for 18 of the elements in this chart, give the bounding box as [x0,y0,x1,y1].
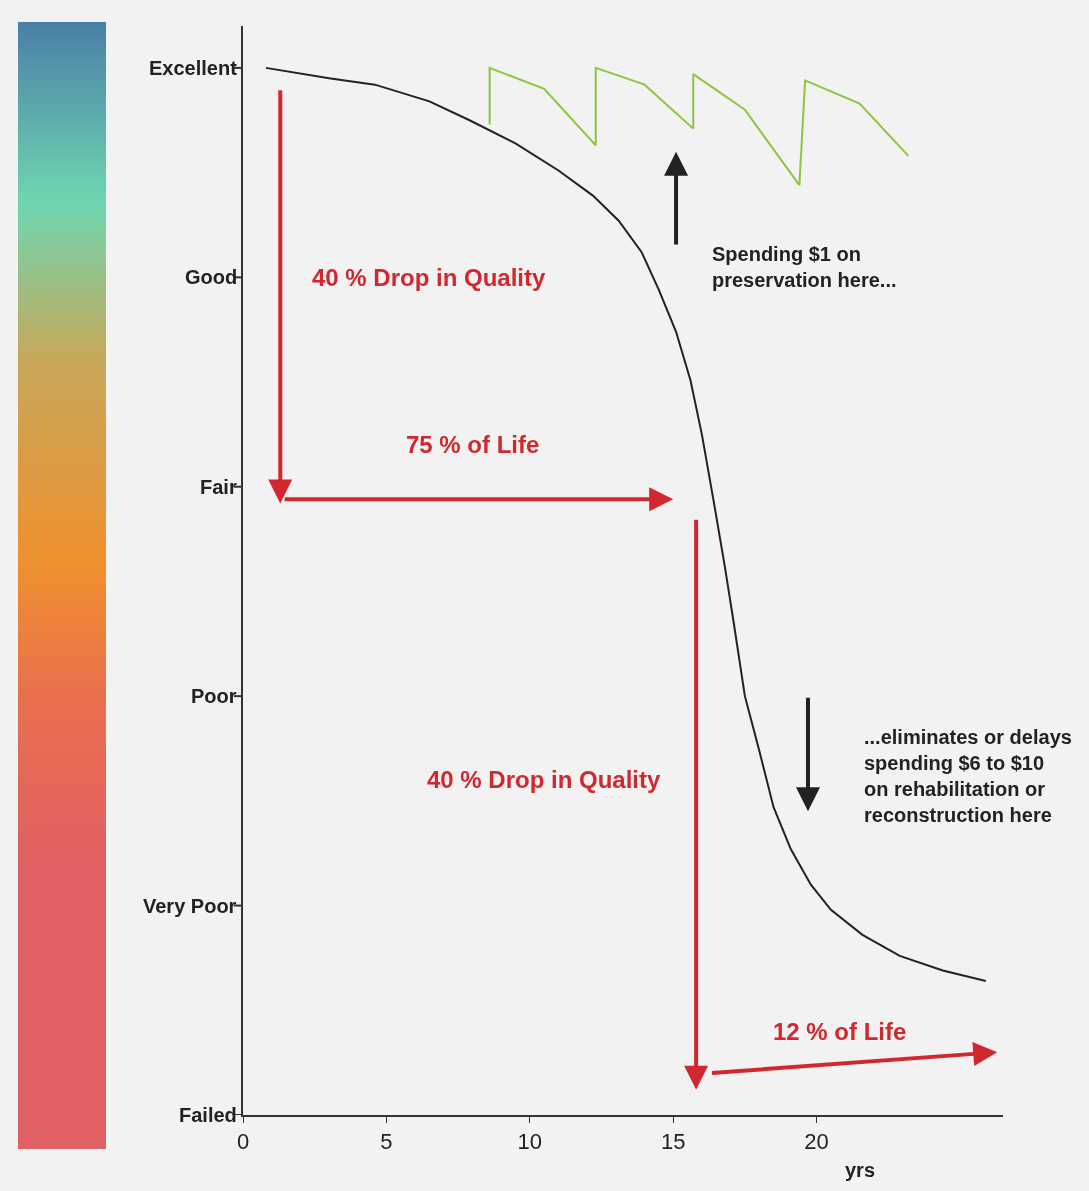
annotation: 40 % Drop in Quality [312,264,547,291]
annotation: 75 % of Life [406,431,540,458]
annotation: Spending $1 on preservation here... [712,243,897,291]
x-tick-label: 15 [660,1129,686,1155]
x-axis-title: yrs [845,1159,876,1181]
x-tick-label: 20 [804,1129,829,1155]
x-tick-label: 5 [380,1129,393,1155]
annotation: 12 % of Life [773,1018,907,1045]
text: Very Poor [143,895,237,917]
text: Good [185,266,238,288]
text: Excellent [149,57,238,79]
text: Fair [200,476,237,498]
x-tick-label: 0 [236,1129,250,1155]
annotation: ...eliminates or delays spending $6 to $10 on rehabilitation or reconstruction here [864,726,1072,826]
annotation: 40 % Drop in Quality [427,766,662,793]
text: Poor [191,685,237,707]
text: Failed [179,1104,237,1126]
x-tick-label: 10 [517,1129,543,1155]
